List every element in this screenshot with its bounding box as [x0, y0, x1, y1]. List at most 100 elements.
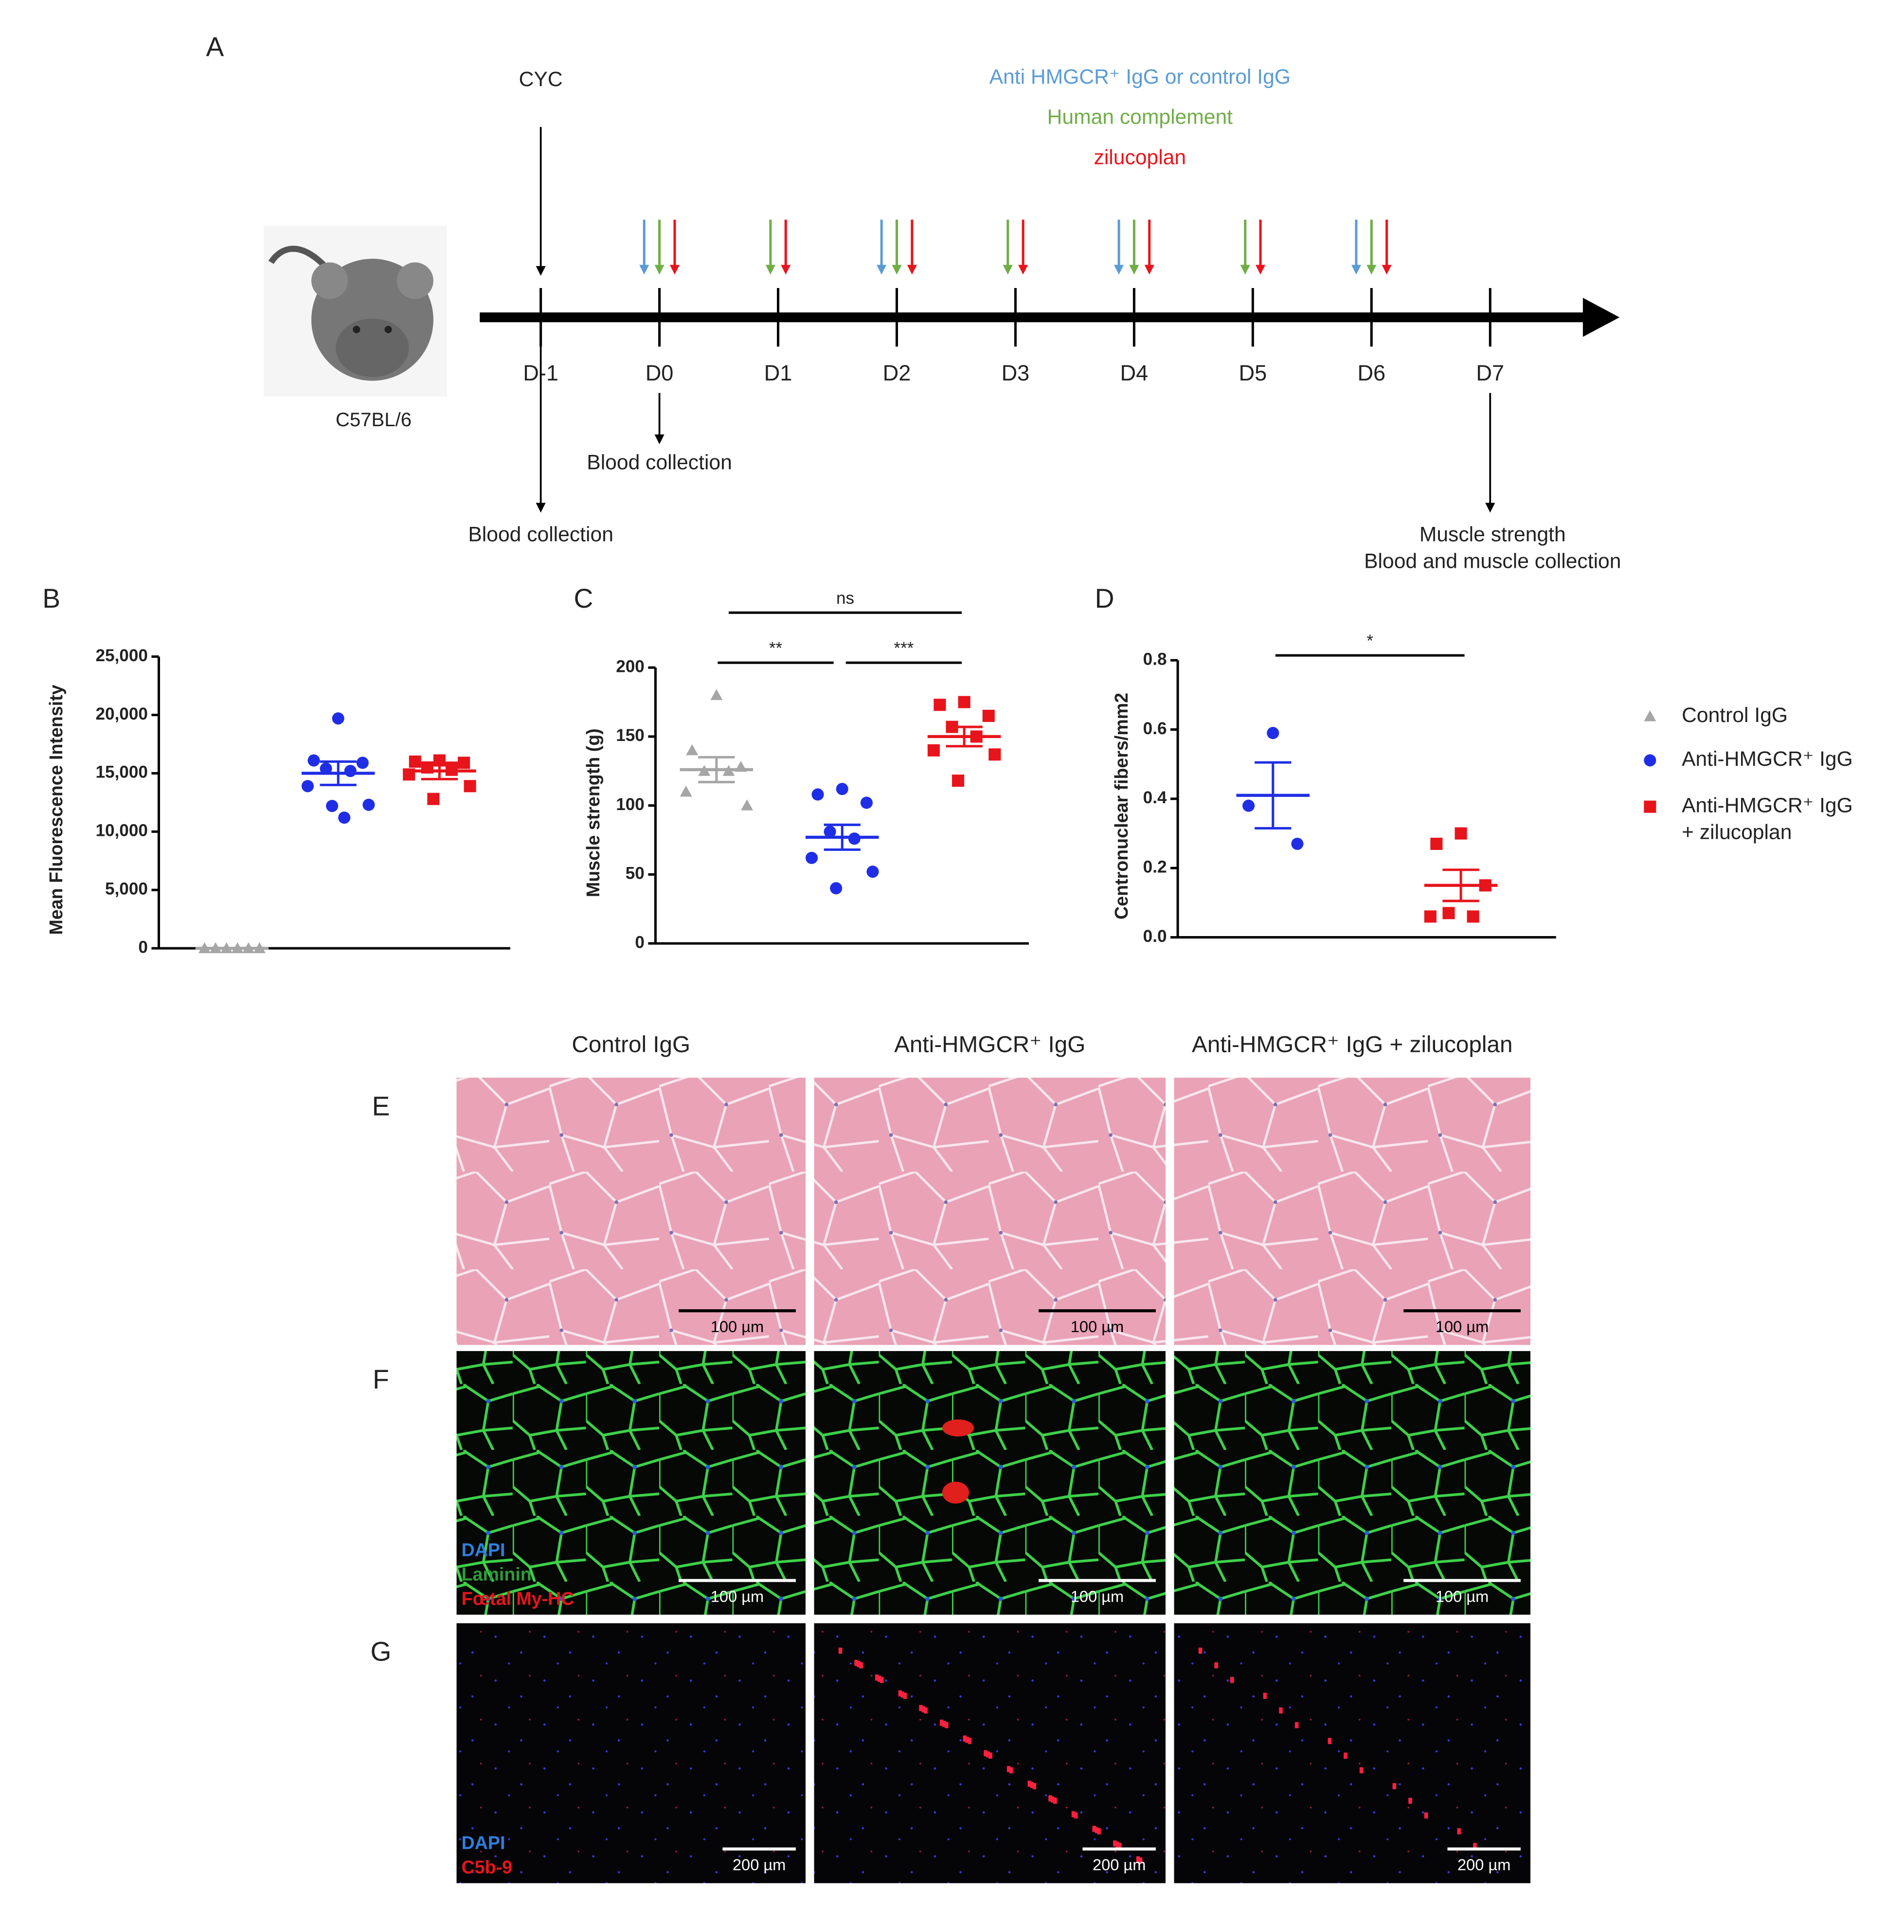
- treatment-label: Human complement: [1047, 106, 1233, 129]
- significance-label: ***: [894, 639, 914, 658]
- stain-spot: [965, 1736, 970, 1743]
- arrow-head: [536, 503, 546, 513]
- stain-spot: [944, 1722, 949, 1729]
- scale-bar-label: 100 µm: [1436, 1587, 1489, 1605]
- micrograph: [814, 1351, 1166, 1615]
- stain-spot: [1113, 1840, 1117, 1847]
- error-bar: [946, 725, 983, 748]
- panel-letter: F: [373, 1364, 389, 1394]
- micrograph: [1174, 1351, 1531, 1615]
- stain-spot: [900, 1691, 905, 1698]
- column-header: Anti-HMGCR⁺ IgG + zilucoplan: [1192, 1031, 1512, 1057]
- panel-letter: A: [206, 32, 224, 62]
- stain-spot: [1408, 1798, 1412, 1804]
- stain-spot: [986, 1751, 990, 1758]
- stain-spot: [1263, 1693, 1267, 1699]
- y-tick-label: 25,000: [95, 646, 147, 665]
- y-tick-label: 0: [138, 938, 148, 957]
- y-axis-label: Centronuclear fibers/mm2: [1111, 693, 1132, 920]
- data-point: [952, 775, 965, 787]
- data-point: [805, 851, 818, 864]
- day-label: D5: [1239, 361, 1267, 385]
- arrow-head: [765, 265, 775, 275]
- scale-bar-label: 100 µm: [711, 1318, 764, 1336]
- data-point: [427, 793, 440, 805]
- arrow-head: [654, 265, 665, 275]
- mouse-icon: [264, 226, 447, 397]
- day-label: D3: [1002, 361, 1030, 385]
- legend-label: + zilucoplan: [1682, 821, 1792, 844]
- stain-spot: [1473, 1842, 1477, 1849]
- arrow-head: [639, 265, 649, 275]
- arrow-head: [1240, 265, 1250, 275]
- error-bar: [1442, 868, 1479, 903]
- stain-spot: [1092, 1825, 1096, 1832]
- y-tick-label: 0.8: [1143, 650, 1167, 668]
- y-axis-label: Muscle strength (g): [583, 728, 603, 897]
- event-label: Blood collection: [587, 451, 732, 474]
- stain-spot: [1053, 1798, 1057, 1804]
- data-point: [741, 799, 754, 811]
- scale-bar-label: 100 µm: [1071, 1587, 1124, 1605]
- stain-spot: [1071, 1811, 1076, 1818]
- arrow-head: [1003, 265, 1013, 275]
- channel-label: C5b-9: [462, 1857, 513, 1877]
- stain-spot: [1328, 1738, 1332, 1744]
- day-label: D6: [1357, 361, 1385, 385]
- panel-letter: D: [1095, 583, 1114, 614]
- timeline-arrowhead: [1582, 298, 1620, 337]
- stain-spot: [1074, 1812, 1078, 1819]
- stain-spot: [854, 1660, 858, 1666]
- legend-label: Anti-HMGCR⁺ IgG: [1682, 794, 1853, 817]
- data-point: [1442, 907, 1455, 920]
- stain-spot: [880, 1677, 884, 1683]
- data-point: [836, 783, 848, 795]
- stain-spot: [942, 1481, 970, 1504]
- legend-label: Anti-HMGCR⁺ IgG: [1682, 747, 1853, 771]
- stain-spot: [942, 1419, 974, 1437]
- data-point: [344, 765, 357, 777]
- data-point: [811, 788, 824, 801]
- arrow-head: [892, 265, 902, 275]
- micrograph: [456, 1623, 806, 1883]
- y-tick-label: 0.0: [1143, 927, 1167, 946]
- significance-label: *: [1366, 632, 1373, 650]
- arrow-head: [1255, 265, 1266, 275]
- data-point: [338, 811, 351, 824]
- day-label: D2: [883, 361, 911, 385]
- data-point: [332, 712, 344, 725]
- arrow-head: [1351, 265, 1361, 275]
- stain-spot: [1198, 1647, 1203, 1654]
- y-tick-label: 0: [635, 933, 645, 952]
- y-tick-label: 50: [626, 864, 645, 883]
- error-bar: [698, 756, 735, 783]
- scale-bar-label: 100 µm: [1436, 1318, 1489, 1336]
- day-label: D1: [764, 361, 792, 385]
- stain-spot: [1097, 1828, 1101, 1835]
- significance-label: **: [769, 639, 783, 658]
- y-tick-label: 15,000: [95, 763, 147, 782]
- day-label: D0: [646, 361, 674, 385]
- arrow-head: [1018, 265, 1028, 275]
- stain-spot: [877, 1676, 881, 1682]
- scale-bar-label: 100 µm: [1071, 1318, 1124, 1336]
- stain-spot: [1048, 1795, 1052, 1802]
- micrograph: [456, 1078, 806, 1345]
- treatment-label: Anti HMGCR⁺ IgG or control IgG: [989, 65, 1291, 89]
- arrow-head: [1144, 265, 1154, 275]
- y-tick-label: 0.2: [1143, 857, 1167, 876]
- data-point: [1644, 754, 1656, 767]
- scale-bar-label: 200 µm: [1457, 1856, 1510, 1874]
- data-point: [1424, 910, 1437, 923]
- legend-label: Control IgG: [1682, 704, 1788, 727]
- y-tick-label: 200: [616, 657, 645, 676]
- arrow-head: [1382, 265, 1392, 275]
- micrograph: [456, 1351, 806, 1615]
- stain-spot: [924, 1707, 928, 1714]
- stain-spot: [1051, 1796, 1055, 1803]
- channel-label: DAPI: [462, 1539, 505, 1560]
- stain-spot: [1392, 1783, 1397, 1789]
- data-point: [1430, 837, 1443, 850]
- data-point: [866, 866, 879, 878]
